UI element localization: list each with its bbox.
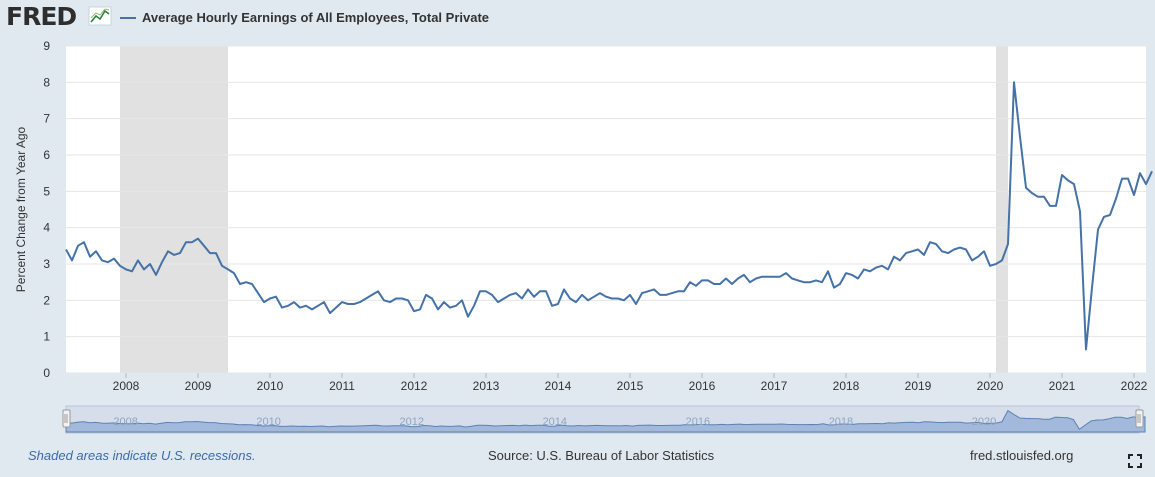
y-tick-label: 9 bbox=[43, 39, 50, 53]
x-tick-label: 2016 bbox=[689, 379, 716, 393]
x-tick-label: 2021 bbox=[1049, 379, 1076, 393]
fred-logo[interactable]: FRED bbox=[6, 2, 77, 31]
chart-header: FRED Average Hourly Earnings of All Empl… bbox=[0, 0, 1155, 36]
x-tick-label: 2010 bbox=[257, 379, 284, 393]
y-tick-label: 8 bbox=[43, 75, 50, 89]
chart-logo-icon bbox=[88, 6, 112, 26]
y-tick-label: 4 bbox=[43, 221, 50, 235]
y-tick-label: 5 bbox=[43, 184, 50, 198]
navigator-tick-label: 2008 bbox=[113, 416, 137, 428]
x-tick-label: 2009 bbox=[185, 379, 212, 393]
y-tick-label: 3 bbox=[43, 257, 50, 271]
y-tick-label: 0 bbox=[43, 366, 50, 380]
recession-band-1 bbox=[120, 46, 228, 373]
y-tick-label: 1 bbox=[43, 330, 50, 344]
navigator-tick-label: 2012 bbox=[400, 416, 424, 428]
navigator-tick-label: 2020 bbox=[972, 416, 996, 428]
y-tick-label: 6 bbox=[43, 148, 50, 162]
x-tick-label: 2008 bbox=[113, 379, 140, 393]
legend-series-label: Average Hourly Earnings of All Employees… bbox=[142, 10, 490, 25]
line-chart: 0 1 2 3 4 5 6 7 8 9 2008 2009 2010 2011 2012 2013 2014 20… bbox=[14, 39, 1153, 434]
plot-area bbox=[66, 46, 1146, 373]
recession-band-2 bbox=[996, 46, 1008, 373]
y-tick-label: 2 bbox=[43, 293, 50, 307]
fullscreen-icon[interactable] bbox=[1128, 454, 1142, 468]
x-tick-label: 2011 bbox=[329, 379, 355, 393]
x-tick-label: 2015 bbox=[617, 379, 644, 393]
series-line bbox=[65, 81, 1153, 351]
x-tick-label: 2013 bbox=[473, 379, 500, 393]
y-axis-label: Percent Change from Year Ago bbox=[14, 126, 28, 292]
x-tick-label: 2014 bbox=[545, 379, 572, 393]
x-tick-label: 2017 bbox=[761, 379, 788, 393]
navigator-series bbox=[65, 409, 1146, 433]
x-tick-label: 2020 bbox=[977, 379, 1004, 393]
x-tick-label: 2022 bbox=[1121, 379, 1148, 393]
navigator-tick-label: 2010 bbox=[256, 416, 280, 428]
x-tick-label: 2018 bbox=[833, 379, 860, 393]
y-tick-label: 7 bbox=[43, 112, 50, 126]
recession-note: Shaded areas indicate U.S. recessions. bbox=[28, 448, 256, 463]
x-tick-label: 2019 bbox=[905, 379, 932, 393]
site-link[interactable]: fred.stlouisfed.org bbox=[970, 448, 1074, 463]
x-tick-label: 2012 bbox=[401, 379, 428, 393]
legend-series-swatch bbox=[120, 17, 136, 19]
navigator-tick-label: 2014 bbox=[543, 416, 567, 428]
source-note: Source: U.S. Bureau of Labor Statistics bbox=[488, 448, 715, 463]
navigator-tick-label: 2016 bbox=[686, 416, 710, 428]
navigator-tick-label: 2018 bbox=[829, 416, 853, 428]
